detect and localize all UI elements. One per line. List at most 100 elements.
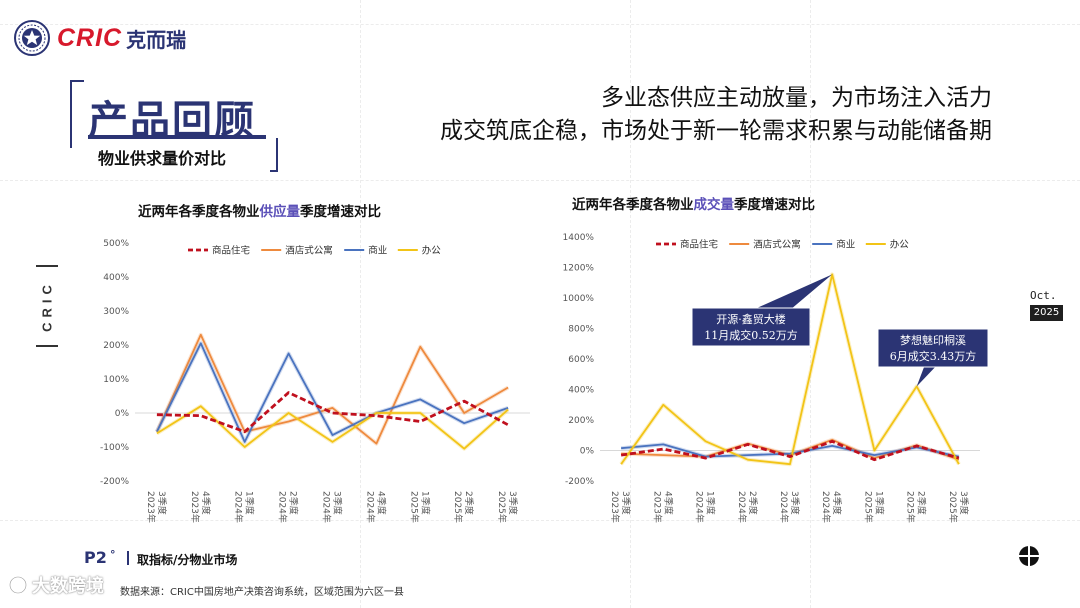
y-tick-label: 500% — [103, 239, 129, 249]
x-tick-year: 2025年 — [496, 491, 508, 523]
watermark-icon — [9, 576, 27, 594]
x-tick-quarter: 1季度 — [705, 491, 717, 515]
x-tick-quarter: 4季度 — [831, 491, 843, 515]
series-line — [620, 439, 960, 462]
y-tick-label: 400% — [568, 386, 594, 396]
x-tick-year: 2024年 — [820, 491, 832, 523]
chart-title-highlight: 供应量 — [259, 204, 301, 220]
supply-growth-chart: -200%-100%0%100%200%300%400%500%3季度2023年… — [100, 239, 530, 523]
chart-title-part: 近两年各季度各物业 — [572, 197, 694, 213]
x-tick-quarter: 2季度 — [747, 491, 759, 515]
page-number: P2 — [84, 548, 107, 567]
series-line — [156, 333, 509, 445]
series-line — [620, 273, 960, 466]
bg-grid-line — [0, 24, 1080, 25]
bg-grid-line — [0, 520, 1080, 521]
x-tick-quarter: 3季度 — [156, 491, 168, 515]
legend-entry: 办公 — [422, 245, 442, 257]
chart-title-supply: 近两年各季度各物业供应量季度增速对比 — [138, 200, 381, 220]
chart-title-transaction: 近两年各季度各物业成交量季度增速对比 — [572, 193, 815, 213]
x-tick-year: 2024年 — [778, 491, 790, 523]
side-label: CRIC — [36, 265, 58, 347]
data-source: 数据来源：CRIC中国房地产决策咨询系统，区域范围为六区一县 — [120, 587, 404, 598]
callout-pointer — [756, 274, 833, 308]
title-underline — [88, 135, 266, 139]
bg-grid-line — [0, 180, 1080, 181]
x-tick-year: 2023年 — [609, 491, 621, 523]
y-tick-label: 200% — [568, 416, 594, 426]
y-tick-label: 0% — [115, 409, 130, 419]
y-tick-label: -100% — [100, 443, 129, 453]
x-tick-quarter: 2季度 — [916, 491, 928, 515]
x-tick-year: 2023年 — [651, 491, 663, 523]
y-tick-label: 0% — [580, 447, 595, 457]
x-tick-quarter: 3季度 — [507, 491, 519, 515]
legend-entry: 办公 — [890, 239, 910, 251]
bg-grid-line — [810, 0, 811, 608]
series-line-glow — [155, 332, 510, 446]
brand-logo: CRIC 克而瑞 — [57, 22, 186, 54]
callout-box — [877, 328, 989, 368]
x-tick-quarter: 1季度 — [873, 491, 885, 515]
x-tick-quarter: 3季度 — [789, 491, 801, 515]
x-tick-year: 2024年 — [364, 491, 376, 523]
x-tick-year: 2023年 — [189, 491, 201, 523]
x-tick-quarter: 4季度 — [375, 491, 387, 515]
x-tick-quarter: 3季度 — [958, 491, 970, 515]
x-tick-quarter: 3季度 — [620, 491, 632, 515]
y-tick-label: -200% — [565, 477, 594, 487]
y-tick-label: 200% — [103, 341, 129, 351]
headline-line-1: 多业态供应主动放量，为市场注入活力 — [601, 85, 992, 111]
x-tick-year: 2025年 — [947, 491, 959, 523]
callout-box — [691, 307, 811, 347]
legend-entry: 商业 — [836, 239, 855, 251]
y-tick-label: 400% — [103, 273, 129, 283]
x-tick-quarter: 1季度 — [244, 491, 256, 515]
x-tick-quarter: 2季度 — [288, 491, 300, 515]
chart-title-highlight: 成交量 — [693, 197, 735, 213]
callout-text: 6月成交3.43万方 — [890, 349, 977, 363]
brand-name-en: CRIC — [57, 23, 123, 52]
x-tick-year: 2024年 — [233, 491, 245, 523]
logo-emblem-icon — [14, 20, 50, 56]
x-tick-quarter: 3季度 — [332, 491, 344, 515]
chart-title-part: 季度增速对比 — [734, 197, 815, 213]
page-mark: ° — [110, 548, 116, 561]
legend-entry: 商业 — [368, 245, 387, 257]
x-tick-year: 2024年 — [694, 491, 706, 523]
side-label-text: CRIC — [39, 280, 55, 332]
date-year-badge: 2025 — [1030, 305, 1063, 321]
quadrant-icon — [1019, 546, 1039, 566]
bg-grid-line — [360, 0, 361, 608]
x-tick-quarter: 1季度 — [419, 491, 431, 515]
x-tick-year: 2024年 — [736, 491, 748, 523]
legend-entry: 酒店式公寓 — [285, 245, 333, 257]
bg-grid-line — [630, 0, 631, 608]
x-tick-quarter: 4季度 — [662, 491, 674, 515]
x-tick-year: 2025年 — [408, 491, 420, 523]
legend-entry: 酒店式公寓 — [753, 239, 801, 251]
x-tick-quarter: 2季度 — [463, 491, 475, 515]
transaction-growth-chart: -200% 0% 200% 400% 600% 800% 1000% 1200% 1400% 3季… — [563, 233, 989, 523]
y-tick-label: 600% — [568, 355, 594, 365]
headline-line-2: 成交筑底企稳，市场处于新一轮需求积累与动能储备期 — [440, 118, 992, 144]
series-line — [621, 443, 960, 458]
watermark-text: 大数跨境 — [32, 576, 104, 597]
y-tick-label: -200% — [100, 477, 129, 487]
legend-entry: 商品住宅 — [680, 239, 718, 251]
